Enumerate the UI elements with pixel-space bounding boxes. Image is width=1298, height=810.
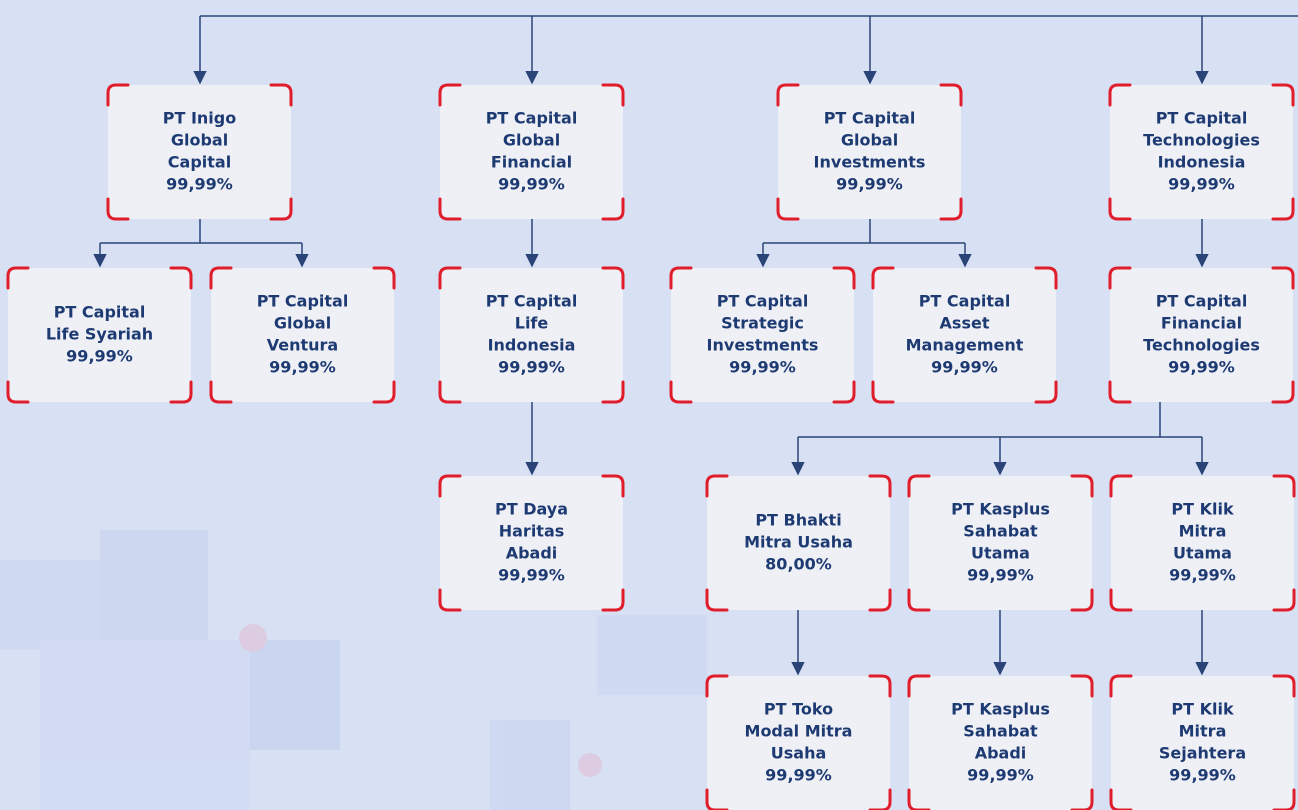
node-name: PT Capital [257, 292, 349, 311]
node-name: Life Syariah [46, 325, 153, 344]
node-share: 99,99% [931, 358, 998, 377]
node-share: 99,99% [765, 766, 832, 785]
node-name: Mitra Usaha [744, 533, 853, 552]
company-node: PT Inigo Global Capital 99,99% [108, 85, 291, 219]
node-name: Utama [971, 544, 1030, 563]
node-name: Asset [940, 314, 990, 333]
node-name: PT Kasplus [951, 500, 1050, 519]
node-name: Capital [168, 153, 231, 172]
company-node: PT Capital Financial Technologies 99,99% [1110, 268, 1293, 402]
company-node: PT Klik Mitra Sejahtera 99,99% [1111, 676, 1294, 810]
company-node: PT Bhakti Mitra Usaha 80,00% [707, 476, 890, 610]
node-share: 99,99% [1169, 766, 1236, 785]
node-share: 99,99% [498, 175, 565, 194]
node-share: 99,99% [66, 347, 133, 366]
node-name: PT Kasplus [951, 700, 1050, 719]
company-node: PT Kasplus Sahabat Utama 99,99% [909, 476, 1092, 610]
node-name: Mitra [1179, 722, 1227, 741]
node-name: PT Capital [486, 292, 578, 311]
node-name: Global [503, 131, 560, 150]
node-share: 99,99% [498, 566, 565, 585]
company-node: PT Capital Asset Management 99,99% [873, 268, 1056, 402]
node-name: PT Daya [495, 500, 568, 519]
node-name: Life [515, 314, 549, 333]
node-share: 99,99% [1168, 358, 1235, 377]
node-name: Technologies [1143, 131, 1260, 150]
company-node: PT Capital Strategic Investments 99,99% [671, 268, 854, 402]
node-name: Investments [707, 336, 819, 355]
company-node: PT Daya Haritas Abadi 99,99% [440, 476, 623, 610]
node-name: Utama [1173, 544, 1232, 563]
node-name: Sejahtera [1159, 744, 1246, 763]
node-share: 99,99% [1168, 175, 1235, 194]
node-name: Indonesia [1158, 153, 1246, 172]
node-name: PT Capital [824, 109, 916, 128]
node-name: PT Capital [717, 292, 809, 311]
node-name: Financial [491, 153, 572, 172]
node-share: 99,99% [1169, 566, 1236, 585]
company-node: PT Capital Life Syariah 99,99% [8, 268, 191, 402]
node-name: PT Capital [919, 292, 1011, 311]
node-share: 99,99% [166, 175, 233, 194]
node-name: Usaha [771, 744, 827, 763]
node-name: Mitra [1179, 522, 1227, 541]
page: PT Inigo Global Capital 99,99% PT Capital Glo… [0, 0, 1298, 810]
node-name: Sahabat [963, 522, 1038, 541]
node-name: PT Klik [1171, 500, 1234, 519]
node-name: Global [274, 314, 331, 333]
org-chart: PT Inigo Global Capital 99,99% PT Capital Glo… [0, 0, 1298, 810]
company-node: PT Capital Life Indonesia 99,99% [440, 268, 623, 402]
node-name: Technologies [1143, 336, 1260, 355]
node-name: Modal Mitra [745, 722, 853, 741]
node-share: 99,99% [967, 766, 1034, 785]
node-name: Indonesia [488, 336, 576, 355]
node-name: Investments [814, 153, 926, 172]
node-name: Ventura [267, 336, 338, 355]
node-name: PT Capital [54, 303, 146, 322]
node-name: PT Bhakti [755, 511, 841, 530]
company-node: PT Capital Technologies Indonesia 99,99% [1110, 85, 1293, 219]
node-share: 99,99% [836, 175, 903, 194]
company-node: PT Toko Modal Mitra Usaha 99,99% [707, 676, 890, 810]
node-share: 99,99% [498, 358, 565, 377]
node-name: Management [906, 336, 1024, 355]
node-name: PT Capital [486, 109, 578, 128]
node-name: PT Toko [764, 700, 833, 719]
node-name: PT Klik [1171, 700, 1234, 719]
company-node: PT Capital Global Investments 99,99% [778, 85, 961, 219]
node-name: Abadi [506, 544, 558, 563]
node-name: Global [841, 131, 898, 150]
node-name: Financial [1161, 314, 1242, 333]
company-node: PT Kasplus Sahabat Abadi 99,99% [909, 676, 1092, 810]
node-share: 99,99% [729, 358, 796, 377]
company-node: PT Capital Global Ventura 99,99% [211, 268, 394, 402]
node-share: 99,99% [967, 566, 1034, 585]
node-name: PT Capital [1156, 292, 1248, 311]
company-node: PT Klik Mitra Utama 99,99% [1111, 476, 1294, 610]
node-share: 80,00% [765, 555, 832, 574]
node-name: PT Inigo [163, 109, 236, 128]
node-name: Sahabat [963, 722, 1038, 741]
node-name: Strategic [721, 314, 804, 333]
node-name: Haritas [499, 522, 565, 541]
node-name: Abadi [975, 744, 1027, 763]
node-name: Global [171, 131, 228, 150]
node-name: PT Capital [1156, 109, 1248, 128]
node-share: 99,99% [269, 358, 336, 377]
company-node: PT Capital Global Financial 99,99% [440, 85, 623, 219]
